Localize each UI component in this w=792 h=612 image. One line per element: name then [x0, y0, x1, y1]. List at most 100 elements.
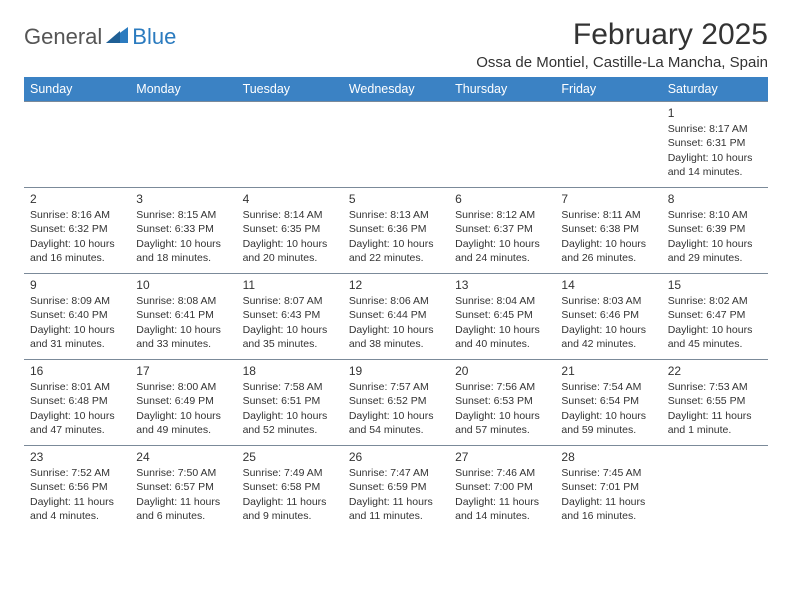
day-info: Sunrise: 8:13 AM Sunset: 6:36 PM Dayligh…: [349, 208, 443, 265]
day-number: 4: [243, 191, 337, 207]
day-header: Sunday: [24, 77, 130, 102]
day-number: 13: [455, 277, 549, 293]
day-info: Sunrise: 8:15 AM Sunset: 6:33 PM Dayligh…: [136, 208, 230, 265]
day-info: Sunrise: 8:11 AM Sunset: 6:38 PM Dayligh…: [561, 208, 655, 265]
day-cell: 28Sunrise: 7:45 AM Sunset: 7:01 PM Dayli…: [555, 446, 661, 532]
day-info: Sunrise: 8:06 AM Sunset: 6:44 PM Dayligh…: [349, 294, 443, 351]
month-title: February 2025: [476, 18, 768, 52]
day-cell: 24Sunrise: 7:50 AM Sunset: 6:57 PM Dayli…: [130, 446, 236, 532]
day-info: Sunrise: 8:01 AM Sunset: 6:48 PM Dayligh…: [30, 380, 124, 437]
day-cell: [237, 102, 343, 188]
logo: General Blue: [24, 24, 176, 50]
day-info: Sunrise: 8:09 AM Sunset: 6:40 PM Dayligh…: [30, 294, 124, 351]
day-cell: 12Sunrise: 8:06 AM Sunset: 6:44 PM Dayli…: [343, 274, 449, 360]
day-info: Sunrise: 7:56 AM Sunset: 6:53 PM Dayligh…: [455, 380, 549, 437]
day-number: 10: [136, 277, 230, 293]
location: Ossa de Montiel, Castille-La Mancha, Spa…: [476, 54, 768, 71]
day-info: Sunrise: 8:17 AM Sunset: 6:31 PM Dayligh…: [668, 122, 762, 179]
day-info: Sunrise: 8:12 AM Sunset: 6:37 PM Dayligh…: [455, 208, 549, 265]
day-info: Sunrise: 7:45 AM Sunset: 7:01 PM Dayligh…: [561, 466, 655, 523]
day-number: 22: [668, 363, 762, 379]
day-number: 5: [349, 191, 443, 207]
day-number: 6: [455, 191, 549, 207]
day-cell: 16Sunrise: 8:01 AM Sunset: 6:48 PM Dayli…: [24, 360, 130, 446]
day-cell: 13Sunrise: 8:04 AM Sunset: 6:45 PM Dayli…: [449, 274, 555, 360]
day-cell: 11Sunrise: 8:07 AM Sunset: 6:43 PM Dayli…: [237, 274, 343, 360]
day-info: Sunrise: 7:53 AM Sunset: 6:55 PM Dayligh…: [668, 380, 762, 437]
day-info: Sunrise: 7:57 AM Sunset: 6:52 PM Dayligh…: [349, 380, 443, 437]
day-info: Sunrise: 8:14 AM Sunset: 6:35 PM Dayligh…: [243, 208, 337, 265]
day-header: Saturday: [662, 77, 768, 102]
day-info: Sunrise: 8:00 AM Sunset: 6:49 PM Dayligh…: [136, 380, 230, 437]
day-info: Sunrise: 7:58 AM Sunset: 6:51 PM Dayligh…: [243, 380, 337, 437]
day-number: 16: [30, 363, 124, 379]
day-cell: 15Sunrise: 8:02 AM Sunset: 6:47 PM Dayli…: [662, 274, 768, 360]
day-info: Sunrise: 8:08 AM Sunset: 6:41 PM Dayligh…: [136, 294, 230, 351]
day-cell: 26Sunrise: 7:47 AM Sunset: 6:59 PM Dayli…: [343, 446, 449, 532]
day-cell: 7Sunrise: 8:11 AM Sunset: 6:38 PM Daylig…: [555, 188, 661, 274]
day-number: 28: [561, 449, 655, 465]
calendar-body: 1Sunrise: 8:17 AM Sunset: 6:31 PM Daylig…: [24, 102, 768, 532]
day-number: 12: [349, 277, 443, 293]
day-header: Friday: [555, 77, 661, 102]
day-cell: [449, 102, 555, 188]
week-row: 16Sunrise: 8:01 AM Sunset: 6:48 PM Dayli…: [24, 360, 768, 446]
day-cell: 21Sunrise: 7:54 AM Sunset: 6:54 PM Dayli…: [555, 360, 661, 446]
day-number: 20: [455, 363, 549, 379]
day-cell: 4Sunrise: 8:14 AM Sunset: 6:35 PM Daylig…: [237, 188, 343, 274]
day-cell: 14Sunrise: 8:03 AM Sunset: 6:46 PM Dayli…: [555, 274, 661, 360]
day-info: Sunrise: 7:50 AM Sunset: 6:57 PM Dayligh…: [136, 466, 230, 523]
day-cell: 17Sunrise: 8:00 AM Sunset: 6:49 PM Dayli…: [130, 360, 236, 446]
day-number: 26: [349, 449, 443, 465]
day-cell: 18Sunrise: 7:58 AM Sunset: 6:51 PM Dayli…: [237, 360, 343, 446]
header: General Blue February 2025 Ossa de Monti…: [24, 18, 768, 71]
day-cell: 27Sunrise: 7:46 AM Sunset: 7:00 PM Dayli…: [449, 446, 555, 532]
day-number: 17: [136, 363, 230, 379]
day-cell: 2Sunrise: 8:16 AM Sunset: 6:32 PM Daylig…: [24, 188, 130, 274]
week-row: 2Sunrise: 8:16 AM Sunset: 6:32 PM Daylig…: [24, 188, 768, 274]
day-info: Sunrise: 8:02 AM Sunset: 6:47 PM Dayligh…: [668, 294, 762, 351]
day-cell: [130, 102, 236, 188]
day-number: 23: [30, 449, 124, 465]
day-info: Sunrise: 8:16 AM Sunset: 6:32 PM Dayligh…: [30, 208, 124, 265]
day-number: 27: [455, 449, 549, 465]
day-cell: 22Sunrise: 7:53 AM Sunset: 6:55 PM Dayli…: [662, 360, 768, 446]
day-cell: 3Sunrise: 8:15 AM Sunset: 6:33 PM Daylig…: [130, 188, 236, 274]
day-number: 9: [30, 277, 124, 293]
day-cell: 23Sunrise: 7:52 AM Sunset: 6:56 PM Dayli…: [24, 446, 130, 532]
day-number: 14: [561, 277, 655, 293]
day-number: 18: [243, 363, 337, 379]
day-number: 24: [136, 449, 230, 465]
day-number: 25: [243, 449, 337, 465]
title-block: February 2025 Ossa de Montiel, Castille-…: [476, 18, 768, 71]
week-row: 1Sunrise: 8:17 AM Sunset: 6:31 PM Daylig…: [24, 102, 768, 188]
week-row: 23Sunrise: 7:52 AM Sunset: 6:56 PM Dayli…: [24, 446, 768, 532]
day-header: Thursday: [449, 77, 555, 102]
day-cell: 9Sunrise: 8:09 AM Sunset: 6:40 PM Daylig…: [24, 274, 130, 360]
day-header: Tuesday: [237, 77, 343, 102]
day-cell: 19Sunrise: 7:57 AM Sunset: 6:52 PM Dayli…: [343, 360, 449, 446]
day-number: 1: [668, 105, 762, 121]
day-number: 11: [243, 277, 337, 293]
day-cell: [24, 102, 130, 188]
day-header-row: Sunday Monday Tuesday Wednesday Thursday…: [24, 77, 768, 102]
day-number: 19: [349, 363, 443, 379]
day-info: Sunrise: 8:03 AM Sunset: 6:46 PM Dayligh…: [561, 294, 655, 351]
day-info: Sunrise: 7:47 AM Sunset: 6:59 PM Dayligh…: [349, 466, 443, 523]
day-info: Sunrise: 8:04 AM Sunset: 6:45 PM Dayligh…: [455, 294, 549, 351]
day-number: 3: [136, 191, 230, 207]
day-cell: 1Sunrise: 8:17 AM Sunset: 6:31 PM Daylig…: [662, 102, 768, 188]
day-cell: [662, 446, 768, 532]
day-header: Monday: [130, 77, 236, 102]
day-header: Wednesday: [343, 77, 449, 102]
day-info: Sunrise: 7:54 AM Sunset: 6:54 PM Dayligh…: [561, 380, 655, 437]
day-cell: [555, 102, 661, 188]
day-info: Sunrise: 7:46 AM Sunset: 7:00 PM Dayligh…: [455, 466, 549, 523]
day-number: 8: [668, 191, 762, 207]
day-info: Sunrise: 7:49 AM Sunset: 6:58 PM Dayligh…: [243, 466, 337, 523]
day-number: 2: [30, 191, 124, 207]
day-number: 15: [668, 277, 762, 293]
logo-text-general: General: [24, 24, 102, 50]
day-cell: 20Sunrise: 7:56 AM Sunset: 6:53 PM Dayli…: [449, 360, 555, 446]
day-cell: 10Sunrise: 8:08 AM Sunset: 6:41 PM Dayli…: [130, 274, 236, 360]
